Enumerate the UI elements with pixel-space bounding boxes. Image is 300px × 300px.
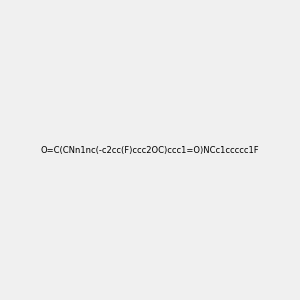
Text: O=C(CNn1nc(-c2cc(F)ccc2OC)ccc1=O)NCc1ccccc1F: O=C(CNn1nc(-c2cc(F)ccc2OC)ccc1=O)NCc1ccc… bbox=[41, 146, 259, 154]
